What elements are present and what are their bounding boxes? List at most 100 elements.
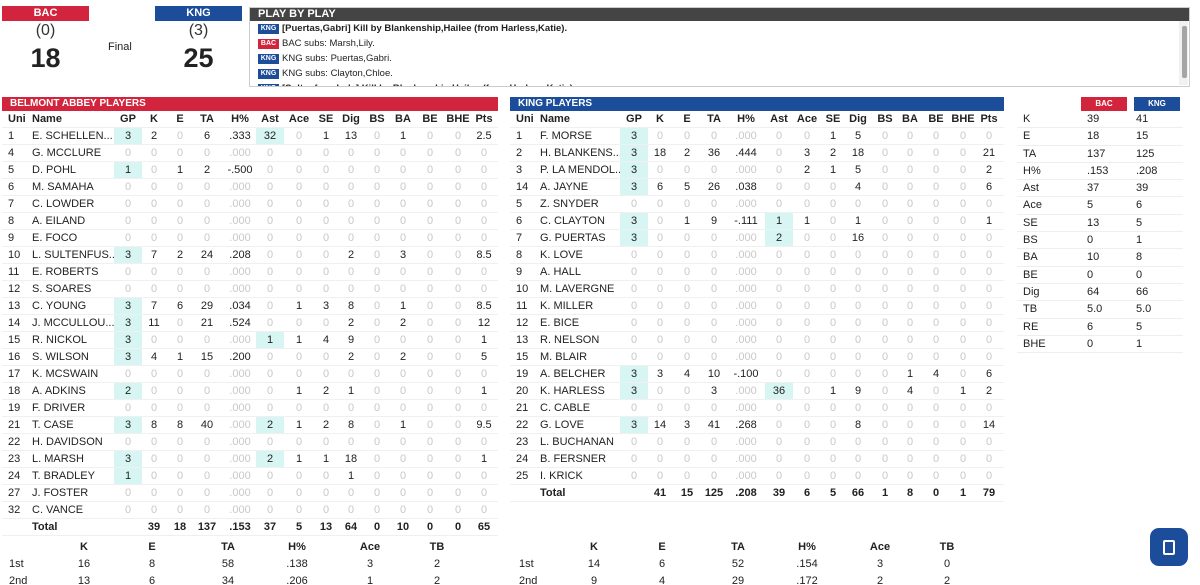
stat-cell: 0 — [176, 402, 184, 414]
document-icon[interactable] — [1150, 528, 1188, 566]
player-name: K. LOVE — [540, 249, 583, 261]
stat-cell: 0 — [295, 266, 303, 278]
stat-cell: 3 — [620, 383, 648, 399]
uni-number: 32 — [8, 504, 21, 516]
stat-cell: 0 — [266, 249, 274, 261]
stat-cell: 0 — [829, 470, 837, 482]
stat-cell: 12 — [477, 317, 491, 329]
stat-cell: 0 — [454, 368, 462, 380]
stat-cell: 0 — [630, 453, 638, 465]
table-row: 6 C. CLAYTON 3 0 1 9 -.111 1 1 0 1 0 0 0 0 1 — [510, 213, 1004, 230]
stat-cell: 65 — [477, 521, 491, 533]
stat-cell: 0 — [454, 351, 462, 363]
stat-cell: 0 — [985, 300, 993, 312]
table-row: 14 J. MCCULLOU... 3 11 0 21 .524 0 0 0 2 0 2 0 0 12 — [2, 315, 498, 332]
table-row: 22 G. LOVE 3 14 3 41 .268 0 0 0 8 0 0 0 0 14 — [510, 417, 1004, 434]
stat-cell: 0 — [932, 487, 940, 499]
stat-cell: 0 — [426, 164, 434, 176]
player-name: P. LA MENDOL... — [540, 164, 625, 176]
stat-cell: 0 — [426, 198, 434, 210]
stat-cell: 8 — [150, 419, 158, 431]
stat-cell: 0 — [959, 334, 967, 346]
stat-cell: 0 — [426, 249, 434, 261]
set-stat: TB — [939, 541, 955, 553]
stat-cell: 0 — [932, 198, 940, 210]
stat-cell: 0 — [150, 283, 158, 295]
uni-number: 2 — [516, 147, 523, 159]
stat-cell: 1 — [256, 332, 284, 348]
stat-cell: 0 — [854, 368, 862, 380]
stat-cell: 0 — [683, 453, 691, 465]
player-name: C. YOUNG — [32, 300, 87, 312]
stat-value: 5 — [1087, 199, 1094, 212]
stat-cell: 3 — [620, 162, 648, 178]
stat-cell: 0 — [266, 147, 274, 159]
stat-cell: 0 — [829, 436, 837, 448]
uni-number: 12 — [516, 317, 529, 329]
stat-cell: 0 — [683, 334, 691, 346]
play-by-play-panel[interactable]: PLAY BY PLAY KNG [Puertas,Gabri] Kill by … — [249, 7, 1190, 87]
play-by-play-entry: KNG KNG subs: Clayton,Chloe. — [250, 66, 1189, 81]
player-name: G. MCCLURE — [32, 147, 102, 159]
player-name: E. ROBERTS — [32, 266, 99, 278]
summary-row: BA 10 8 — [1017, 249, 1183, 267]
stat-cell: 0 — [124, 215, 132, 227]
uni-number: 20 — [516, 385, 529, 397]
set-stat: .138 — [286, 558, 308, 570]
stat-value: 125 — [1136, 147, 1155, 160]
stat-cell: 0 — [775, 181, 783, 193]
stat-cell: 0 — [426, 385, 434, 397]
uni-number: 22 — [516, 419, 529, 431]
stat-cell: 0 — [906, 419, 914, 431]
stat-cell: 0 — [399, 453, 407, 465]
stat-cell: 0 — [203, 436, 211, 448]
stat-cell: 0 — [203, 470, 211, 482]
stat-cell: 0 — [985, 402, 993, 414]
stat-cell: 8 — [347, 300, 355, 312]
stat-cell: 0 — [150, 147, 158, 159]
stat-cell: 0 — [656, 453, 664, 465]
stat-cell: .000 — [735, 130, 757, 142]
set-stat: H% — [288, 541, 306, 553]
stat-cell: 0 — [266, 300, 274, 312]
set-table-header: K E TA H% Ace TB — [0, 539, 500, 556]
stat-cell: .000 — [229, 368, 251, 380]
stat-cell: 9 — [710, 215, 718, 227]
stat-cell: -.500 — [227, 164, 253, 176]
stat-cell: 0 — [854, 402, 862, 414]
stat-cell: 0 — [829, 402, 837, 414]
stat-cell: 0 — [881, 130, 889, 142]
scrollbar-thumb[interactable] — [1182, 26, 1187, 78]
play-by-play-entry: KNG KNG subs: Puertas,Gabri. — [250, 51, 1189, 66]
stat-cell: 1 — [295, 419, 303, 431]
player-name: Total — [540, 487, 566, 499]
set-label: 1st — [519, 558, 534, 570]
stat-cell: 3 — [114, 247, 142, 263]
stat-value: 6 — [1087, 320, 1094, 333]
stat-cell: 0 — [150, 164, 158, 176]
table-row: 23 L. MARSH 3 0 0 0.000 2 1 1 18 0 0 0 0 1 — [2, 451, 498, 468]
stat-cell: 1 — [480, 385, 488, 397]
player-name: S. WILSON — [32, 351, 89, 363]
stat-cell: .000 — [735, 385, 757, 397]
stat-cell: 3 — [114, 451, 142, 467]
stat-cell: 0 — [373, 181, 381, 193]
table-row: 9 E. FOCO 0 0 0 0 .000 0 0 0 0 0 0 0 0 0 — [2, 230, 498, 247]
player-name: H. BLANKENS... — [540, 147, 622, 159]
stat-cell: 0 — [775, 147, 783, 159]
stat-cell: 0 — [829, 334, 837, 346]
stat-value: 0 — [1087, 268, 1094, 281]
stat-cell: 0 — [480, 164, 488, 176]
stat-cell: 0 — [373, 147, 381, 159]
stat-cell: 0 — [176, 283, 184, 295]
stat-value: 5 — [1136, 216, 1143, 229]
uni-number: 19 — [516, 368, 529, 380]
stat-cell: 0 — [322, 232, 330, 244]
set-stat: 29 — [731, 575, 745, 585]
kng-set-stats: K E TA H% Ace TB 1st 14 6 52 .154 3 0 2nd 9 4 29 .172 2 2 — [510, 539, 1010, 585]
uni-number: 9 — [516, 266, 523, 278]
stat-cell: 1 — [881, 487, 889, 499]
stat-label: TA — [1023, 147, 1037, 160]
stat-cell: 0 — [150, 334, 158, 346]
stat-cell: 0 — [347, 164, 355, 176]
